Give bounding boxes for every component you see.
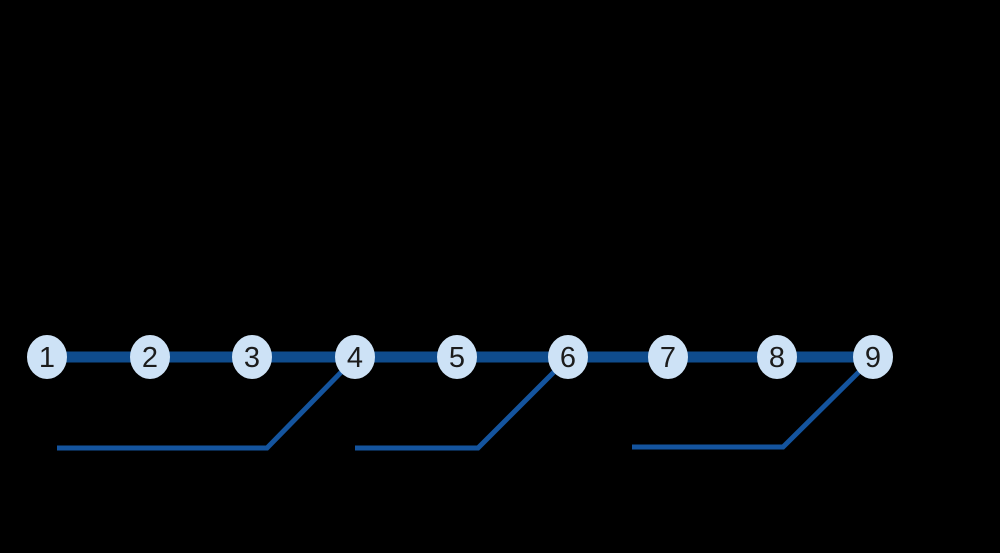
timeline-node-circle-4	[335, 335, 375, 379]
timeline-node-circle-8	[757, 335, 797, 379]
timeline-node-label-4: 4	[347, 342, 363, 374]
timeline-node-label-9: 9	[865, 342, 881, 374]
timeline-node-label-1: 1	[39, 342, 55, 374]
timeline-node-label-2: 2	[142, 342, 158, 374]
timeline-node-circle-9	[853, 335, 893, 379]
timeline-node-circle-7	[648, 335, 688, 379]
timeline-node-label-6: 6	[560, 342, 576, 374]
timeline-node-label-8: 8	[769, 342, 785, 374]
timeline-node-circle-5	[437, 335, 477, 379]
bracket-callout-line-2	[355, 356, 570, 451]
bracket-callout-line-3	[632, 356, 875, 450]
timeline-node-circle-3	[232, 335, 272, 379]
bracket-callout-line-1	[57, 356, 357, 451]
timeline-node-circle-2	[130, 335, 170, 379]
timeline-node-label-3: 3	[244, 342, 260, 374]
timeline-node-circle-1	[27, 335, 67, 379]
timeline-node-label-7: 7	[660, 342, 676, 374]
timeline-node-label-5: 5	[449, 342, 465, 374]
timeline-node-circle-6	[548, 335, 588, 379]
